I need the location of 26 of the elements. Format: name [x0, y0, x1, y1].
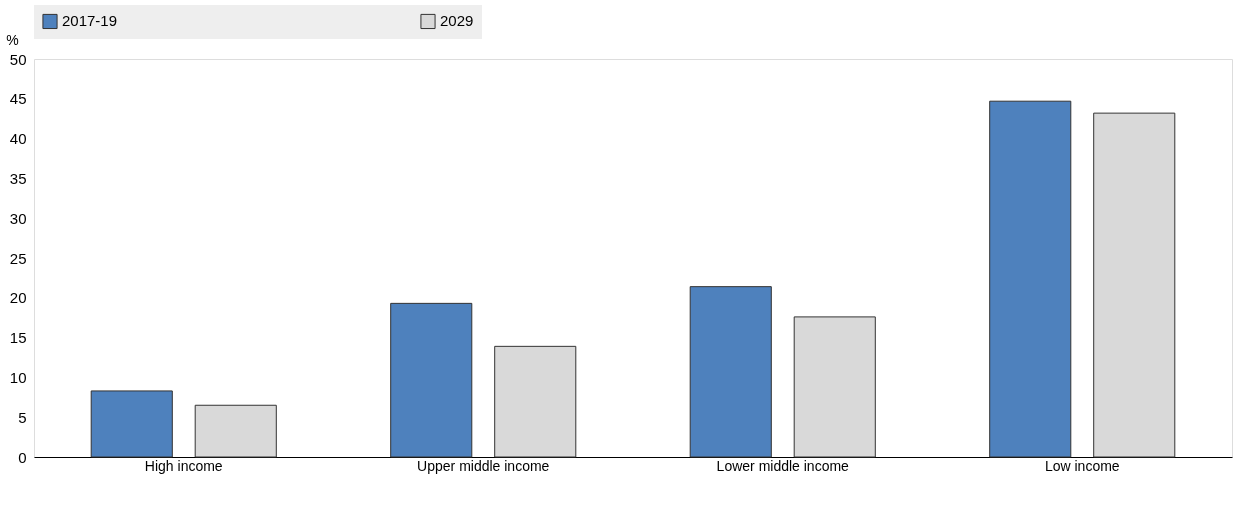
- x-tick-label: Low income: [1044, 457, 1120, 474]
- y-axis-title: %: [6, 31, 19, 48]
- y-tick-label: 5: [18, 408, 27, 426]
- bar: [689, 286, 772, 458]
- bar: [1093, 112, 1176, 458]
- legend-label: 2017-19: [62, 12, 118, 30]
- legend-label: 2029: [440, 12, 474, 30]
- bar: [390, 302, 473, 458]
- x-tick-label: Upper middle income: [417, 457, 550, 474]
- y-tick-label: 50: [9, 50, 27, 68]
- y-tick-label: 30: [9, 209, 27, 227]
- y-tick-label: 25: [9, 249, 27, 267]
- bar: [793, 316, 876, 458]
- y-tick-label: 45: [9, 90, 27, 108]
- bar: [194, 404, 277, 458]
- y-tick-label: 20: [9, 289, 27, 307]
- bar: [494, 345, 577, 458]
- y-tick-label: 15: [9, 329, 27, 347]
- y-tick-label: 10: [9, 368, 27, 386]
- y-tick-label: 35: [9, 169, 27, 187]
- bar: [90, 390, 173, 458]
- bar: [989, 100, 1072, 458]
- y-tick-label: 0: [18, 448, 27, 466]
- x-tick-label: High income: [144, 457, 223, 474]
- x-tick-label: Lower middle income: [716, 457, 850, 474]
- y-tick-label: 40: [9, 130, 27, 148]
